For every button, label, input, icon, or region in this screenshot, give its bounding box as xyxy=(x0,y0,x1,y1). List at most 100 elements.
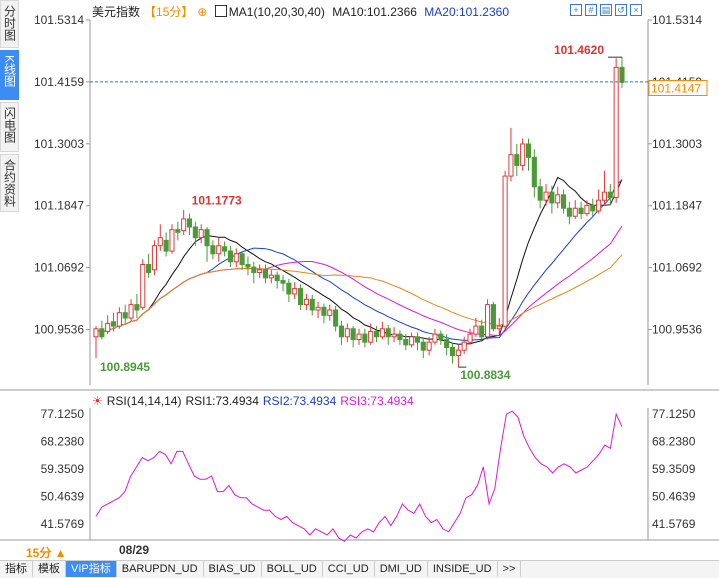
expand-icon[interactable]: + xyxy=(570,4,582,16)
indicator-tab[interactable]: BARUPDN_UD xyxy=(117,561,204,577)
chart-frame xyxy=(0,20,719,541)
candle-down xyxy=(262,269,269,279)
layout-icon[interactable]: ▤ xyxy=(600,4,612,16)
rsi1-value: RSI1:73.4934 xyxy=(185,394,259,408)
candle-down xyxy=(239,253,245,265)
indicator-tab[interactable]: INSIDE_UD xyxy=(428,561,498,577)
ma20-line xyxy=(95,179,623,341)
candle-down xyxy=(245,263,251,268)
ma-lines xyxy=(95,176,623,345)
candle-up xyxy=(461,341,467,351)
candle-down xyxy=(490,304,496,330)
candle-down xyxy=(566,207,572,217)
candle-up xyxy=(455,349,461,357)
tab-contract[interactable]: 合约资料 xyxy=(0,154,19,212)
y-tick-label-left: 101.0692 xyxy=(34,261,84,275)
indicator-tab[interactable]: 模板 xyxy=(33,561,66,577)
grid-icon[interactable]: # xyxy=(585,4,597,16)
candle-up xyxy=(473,325,479,335)
candle-up xyxy=(181,218,187,232)
candle-down xyxy=(479,325,485,338)
y-tick-label-right: 101.3003 xyxy=(652,137,702,151)
candle-down xyxy=(192,226,198,239)
chart-header: 美元指数 【15分】 ⊕ MA1(10,20,30,40) MA10:101.236… xyxy=(92,3,513,19)
tab-flash[interactable]: 闪电图 xyxy=(0,102,19,152)
indicator-tab[interactable]: >> xyxy=(498,561,522,577)
candle-down xyxy=(321,306,327,316)
low-label: 100.8834 xyxy=(460,368,510,382)
tab-timeshare[interactable]: 分时图 xyxy=(0,0,19,48)
close-icon[interactable]: × xyxy=(630,4,642,16)
rsi-tick-label-left: 68.2380 xyxy=(41,434,85,448)
candle-down xyxy=(385,328,391,338)
y-tick-label-left: 100.9536 xyxy=(34,323,84,337)
candle-down xyxy=(186,218,193,228)
candle-up xyxy=(502,175,508,327)
candle-down xyxy=(99,328,105,338)
candle-up xyxy=(356,333,362,340)
y-tick-label-right: 100.9536 xyxy=(652,323,702,337)
rsi-tick-label-right: 77.1250 xyxy=(652,407,696,421)
ma30-line xyxy=(95,225,623,337)
ma10-value: MA10:101.2366 xyxy=(332,5,417,19)
indicator-tab[interactable]: BIAS_UD xyxy=(204,561,262,577)
ma20-value: MA20:101.2360 xyxy=(424,5,509,19)
candle-down xyxy=(549,191,555,204)
rsi-header: ☀ RSI(14,14,14) RSI1:73.4934 RSI2:73.4934 RS… xyxy=(92,394,418,408)
candle-up xyxy=(216,245,222,255)
candle-down xyxy=(449,347,456,357)
candle-down xyxy=(204,229,210,247)
indicator-tab[interactable]: VIP指标 xyxy=(66,561,117,577)
candle-up xyxy=(379,328,385,338)
indicator-tab[interactable]: DMI_UD xyxy=(375,561,428,577)
candle-up xyxy=(584,205,590,215)
candle-down xyxy=(146,263,152,274)
candle-down xyxy=(110,321,117,327)
rsi2-value: RSI2:73.4934 xyxy=(262,394,337,408)
period-selector[interactable]: 15分 ▲ xyxy=(26,546,67,560)
candle-up xyxy=(543,191,549,201)
rsi-tick-label-right: 41.5769 xyxy=(652,517,696,531)
indicator-tab[interactable]: CCI_UD xyxy=(323,561,375,577)
ma-settings-icon[interactable] xyxy=(214,5,227,17)
tab-flash-label: 闪电图 xyxy=(2,107,17,143)
candle-up xyxy=(157,237,163,247)
candle-down xyxy=(222,246,228,252)
candle-down xyxy=(590,205,596,212)
candle-up xyxy=(508,154,514,177)
rsi-line xyxy=(95,410,623,542)
candle-up xyxy=(233,253,239,263)
restore-icon[interactable]: ↺ xyxy=(615,4,627,16)
rsi-label: RSI(14,14,14) xyxy=(106,394,182,408)
candle-down xyxy=(280,280,286,284)
candle-down xyxy=(227,250,233,263)
candle-up xyxy=(303,298,309,306)
y-tick-label-left: 101.5314 xyxy=(34,13,84,27)
candle-down xyxy=(531,156,537,188)
current-price-label: 101.4147 xyxy=(651,82,701,96)
candle-down xyxy=(578,207,584,215)
period-label[interactable]: 【15分】 xyxy=(144,5,194,19)
candle-down xyxy=(350,328,356,340)
candle-up xyxy=(572,207,578,217)
candle-up xyxy=(485,304,491,338)
annotations: 101.4620 101.1773 100.8945 100.8834 xyxy=(100,43,622,382)
candle-up xyxy=(368,330,374,343)
candle-down xyxy=(397,333,403,340)
indicator-tab[interactable]: BOLL_UD xyxy=(262,561,323,577)
indicator-tab[interactable]: 指标 xyxy=(0,561,33,577)
candle-down xyxy=(373,330,380,338)
tab-kline[interactable]: K线图 xyxy=(0,50,19,100)
date-label: 08/29 xyxy=(119,543,150,557)
candle-down xyxy=(403,338,409,346)
high-label: 101.4620 xyxy=(554,43,604,57)
rsi-settings-icon[interactable]: ☀ xyxy=(92,394,103,408)
candle-up xyxy=(409,336,415,346)
candle-up xyxy=(268,274,274,279)
period-settings-icon[interactable]: ⊕ xyxy=(197,5,208,19)
candle-up xyxy=(496,325,502,330)
candle-up xyxy=(93,328,99,338)
tab-contract-label: 合约资料 xyxy=(2,159,17,207)
candle-up xyxy=(601,191,608,201)
